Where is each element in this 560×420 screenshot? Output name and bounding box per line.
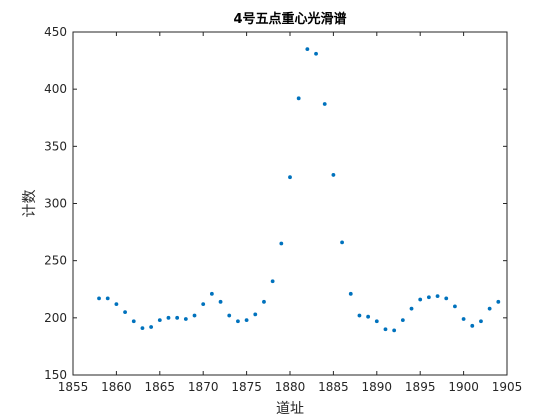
data-point [175,315,180,320]
data-point [496,299,501,304]
x-tick-label: 1870 [188,380,219,394]
data-point [166,315,171,320]
x-tick-label: 1890 [362,380,393,394]
x-tick-label: 1865 [145,380,176,394]
data-point [487,306,492,311]
data-point [262,299,266,304]
data-point [409,306,414,311]
data-point [244,318,249,323]
data-point [366,314,371,319]
data-point [140,326,145,331]
data-point [149,325,154,329]
plot-area [72,31,508,376]
data-point [357,313,362,318]
data-point [453,304,457,309]
data-point [201,302,206,307]
data-point [348,291,353,296]
data-point [400,318,405,323]
chart-title: 4号五点重心光滑谱 [233,11,346,27]
data-point [97,296,101,301]
data-point [331,173,336,177]
x-tick-label: 1855 [58,380,89,394]
data-point [374,319,379,324]
x-tick-label: 1895 [405,380,436,394]
data-point [470,323,475,328]
data-point [209,291,214,296]
data-point [192,313,197,318]
x-tick-label: 1885 [318,380,349,394]
data-point [114,302,119,307]
y-tick-label: 300 [44,197,67,211]
data-point [426,295,431,300]
y-tick-label: 350 [44,139,67,153]
data-point [383,327,388,332]
data-point [157,318,162,323]
x-axis: 1855 1860 1865 1870 1875 1880 1885 1890 1895 1900… [58,32,523,394]
data-point [392,328,397,333]
data-point [296,96,301,101]
y-axis-title: 计数 [22,190,38,218]
data-point [123,310,127,315]
data-point [236,319,240,324]
data-series [97,47,501,333]
data-point [479,319,483,324]
x-tick-label: 1860 [101,380,132,394]
data-point [305,47,310,52]
y-tick-label: 150 [44,368,67,382]
x-tick-label: 1875 [231,380,262,394]
data-point [435,294,440,299]
x-tick-label: 1900 [448,380,479,394]
data-point [288,175,292,180]
data-point [461,317,466,321]
data-point [183,317,188,321]
data-point [444,296,449,301]
x-tick-label: 1905 [492,380,523,394]
data-point [253,312,258,317]
data-point [322,102,327,106]
data-point [314,51,318,56]
x-axis-title: 道址 [276,401,304,417]
data-point [227,313,232,318]
y-tick-label: 400 [44,82,67,96]
data-point [279,241,284,246]
data-point [270,279,275,284]
plot-box [72,31,508,376]
data-point [105,296,110,301]
data-point [218,299,223,304]
data-point [340,240,344,245]
y-tick-label: 450 [44,25,67,39]
y-axis: 150 200 250 300 350 400 450 [44,25,507,382]
x-tick-label: 1880 [275,380,306,394]
y-tick-label: 200 [44,311,67,325]
data-point [131,319,136,324]
y-tick-label: 250 [44,254,67,268]
data-point [418,297,423,302]
